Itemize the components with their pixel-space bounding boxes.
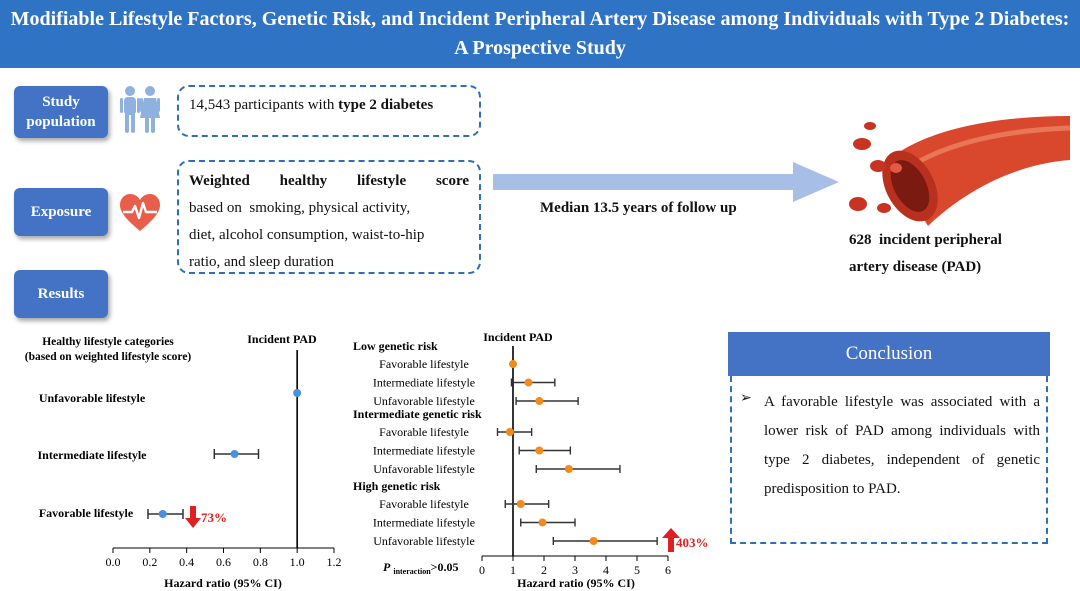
forest1-row-header-line2: (based on weighted lifestyle score)	[25, 351, 192, 363]
exposure-label: Exposure	[30, 204, 92, 220]
forest1-tick-label: 1.2	[327, 555, 342, 569]
study-population-label-line1: Study	[42, 94, 80, 110]
forest2-tick-label: 6	[665, 563, 671, 577]
forest2-point	[535, 397, 544, 405]
forest2-point	[564, 465, 573, 473]
forest2-title: Incident PAD	[483, 330, 553, 344]
exposure-word-1: Weighted	[189, 173, 250, 189]
forest1-title: Incident PAD	[247, 332, 317, 346]
forest2-p-sub: interaction	[393, 567, 431, 576]
study-population-tag: Study population	[14, 86, 108, 138]
forest1-label-intermediate: Intermediate lifestyle	[38, 448, 148, 462]
forest1-down-arrow-icon	[185, 506, 201, 528]
forest1-tick-label: 1.0	[290, 555, 305, 569]
exposure-line-3: diet, alcohol consumption, waist-to-hip	[189, 227, 425, 243]
exposure-word-4: score	[435, 173, 469, 189]
forest2-row-label: Unfavorable lifestyle	[373, 462, 475, 476]
forest2-x-label: Hazard ratio (95% CI)	[517, 576, 635, 590]
forest2-group-label: Intermediate genetic risk	[353, 407, 482, 421]
forest2-p-label: P	[383, 560, 391, 574]
people-icon	[120, 86, 160, 133]
forest2-tick-label: 3	[572, 563, 578, 577]
heartbeat-icon	[120, 194, 160, 231]
forest1-x-label: Hazard ratio (95% CI)	[164, 576, 282, 590]
follow-up-arrow	[493, 162, 839, 202]
forest1-annotation: 73%	[201, 510, 227, 525]
forest2-point	[509, 360, 517, 368]
forest1-tick-label: 0.0	[106, 555, 121, 569]
bullet-arrow-icon: ➢	[740, 391, 752, 406]
forest1-label-favorable: Favorable lifestyle	[39, 506, 134, 520]
population-text: 14,543 participants with type 2 diabetes	[179, 87, 479, 124]
title-banner: Modifiable Lifestyle Factors, Genetic Ri…	[0, 0, 1080, 68]
forest1-tick-label: 0.2	[142, 555, 157, 569]
forest2-point	[524, 378, 533, 387]
forest2-point	[505, 428, 514, 436]
forest2-up-arrow-icon	[662, 528, 680, 552]
forest2-tick-label: 0	[479, 563, 485, 577]
exposure-text: Weighted healthy lifestyle score based o…	[179, 162, 479, 282]
forest1-tick-label: 0.6	[216, 555, 231, 569]
forest1-row-header-line1: Healthy lifestyle categories	[42, 336, 174, 348]
forest2-row-label: Intermediate lifestyle	[373, 516, 475, 530]
forest2-row-label: Intermediate lifestyle	[373, 444, 475, 458]
conclusion-box: ➢ A favorable lifestyle was associated w…	[730, 376, 1048, 544]
study-population-label-line2: population	[26, 114, 96, 130]
outcome-label-line1: 628 incident peripheral	[849, 232, 1002, 248]
forest1-tick-label: 0.8	[253, 555, 268, 569]
forest2-row-label: Unfavorable lifestyle	[373, 394, 475, 408]
exposure-tag: Exposure	[14, 188, 108, 236]
exposure-line-2: based on smoking, physical activity,	[189, 200, 411, 216]
forest2-row-label: Unfavorable lifestyle	[373, 534, 475, 548]
forest2-group-label: High genetic risk	[353, 479, 441, 493]
forest2-tick-label: 4	[603, 563, 609, 577]
exposure-line-4: ratio, and sleep duration	[189, 254, 334, 270]
outcome-label: 628 incident peripheral artery disease (…	[849, 227, 1002, 281]
forest1-point	[293, 389, 302, 397]
exposure-word-2: healthy	[279, 173, 328, 189]
forest2-row-label: Favorable lifestyle	[379, 357, 469, 371]
forest-plot-lifestyle: Healthy lifestyle categories (based on w…	[25, 332, 342, 590]
forest2-point	[589, 537, 598, 545]
forest2-p-value: >0.05	[431, 560, 459, 574]
forest2-tick-label: 2	[541, 563, 547, 577]
forest2-row-label: Favorable lifestyle	[379, 497, 469, 511]
forest1-point	[158, 510, 167, 518]
conclusion-heading: Conclusion	[728, 332, 1050, 376]
exposure-word-3: lifestyle	[356, 173, 407, 189]
follow-up-label: Median 13.5 years of follow up	[540, 200, 737, 216]
forest2-p-interaction: P interaction>0.05	[383, 560, 459, 576]
forest2-group-label: Low genetic risk	[353, 339, 438, 353]
population-text-bold: type 2 diabetes	[338, 97, 434, 113]
forest1-label-unfavorable: Unfavorable lifestyle	[39, 391, 146, 405]
results-tag: Results	[14, 270, 108, 318]
forest1-tick-label: 0.4	[179, 555, 194, 569]
conclusion-text: A favorable lifestyle was associated wit…	[764, 394, 1040, 497]
results-label: Results	[37, 286, 85, 302]
blood-vessel-icon	[849, 116, 1071, 226]
forest2-tick-label: 5	[634, 563, 640, 577]
forest2-point	[535, 446, 544, 455]
population-text-pre: 14,543 participants with	[189, 97, 339, 113]
forest2-row-label: Favorable lifestyle	[379, 425, 469, 439]
page-title: Modifiable Lifestyle Factors, Genetic Ri…	[10, 8, 1070, 59]
forest1-point	[230, 450, 239, 458]
forest2-point	[516, 500, 525, 508]
forest2-row-label: Intermediate lifestyle	[373, 376, 475, 390]
forest2-point	[538, 518, 547, 527]
forest2-annotation: 403%	[676, 535, 709, 550]
forest-plot-genetic: Incident PAD Low genetic risk Favorable l…	[353, 330, 709, 590]
exposure-box: Weighted healthy lifestyle score based o…	[177, 160, 481, 274]
outcome-label-line2: artery disease (PAD)	[849, 259, 982, 275]
population-box: 14,543 participants with type 2 diabetes	[177, 85, 481, 137]
forest2-tick-label: 1	[510, 563, 516, 577]
